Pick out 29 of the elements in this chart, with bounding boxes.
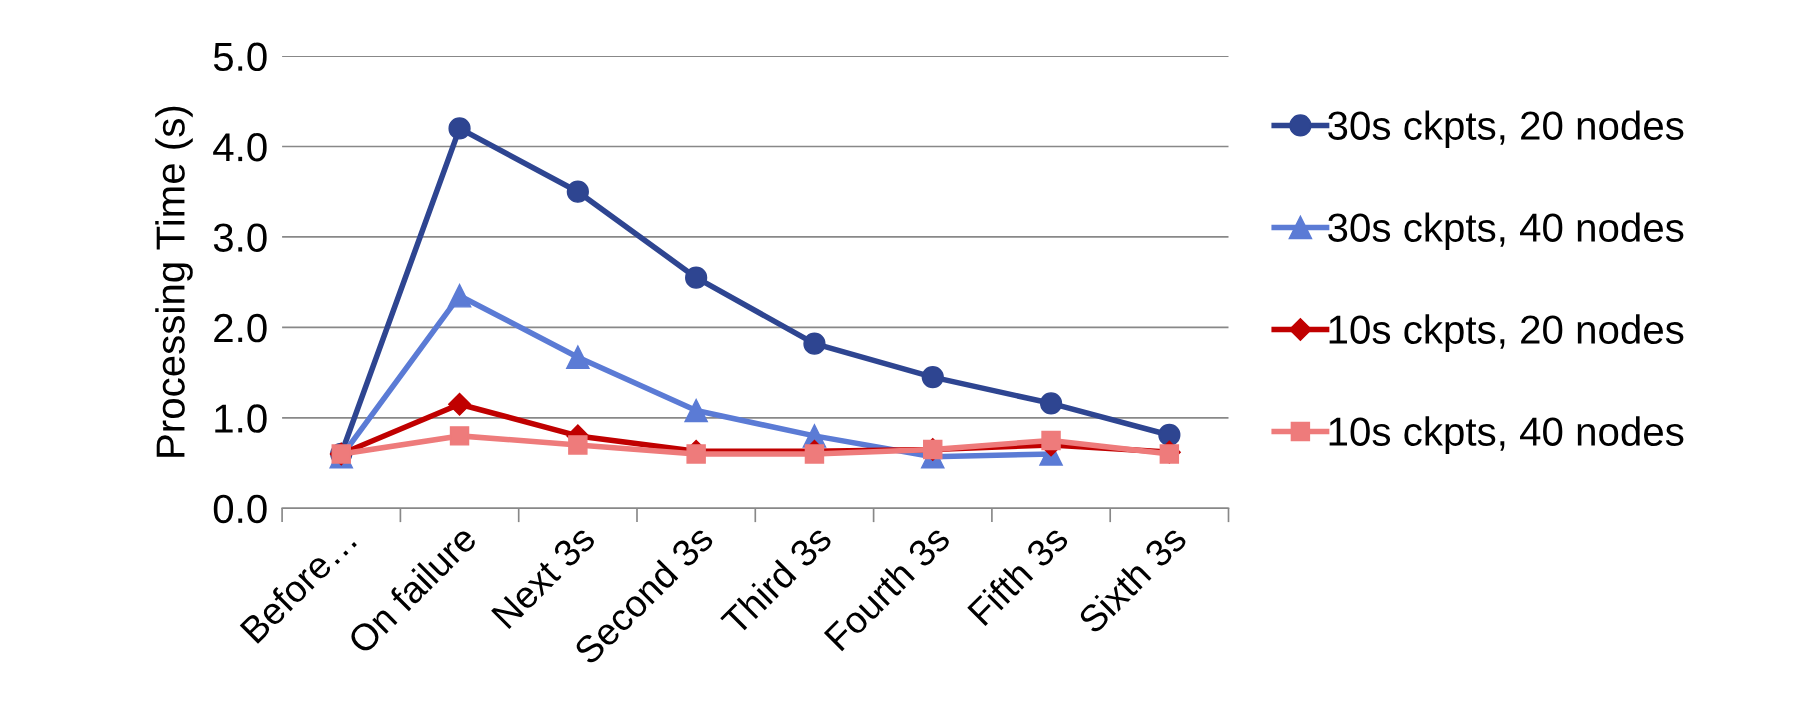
point bbox=[921, 365, 944, 389]
point bbox=[1041, 430, 1061, 451]
point bbox=[685, 266, 708, 289]
point bbox=[804, 444, 825, 464]
point bbox=[566, 180, 589, 203]
point bbox=[568, 435, 588, 455]
point bbox=[566, 345, 590, 370]
legend-label: 30s ckpts, 40 nodes bbox=[1328, 212, 1684, 250]
point bbox=[1158, 423, 1181, 447]
x-tick-label: Fifth 3s bbox=[966, 523, 1070, 627]
point bbox=[686, 444, 706, 464]
legend-label: 10s ckpts, 40 nodes bbox=[1329, 416, 1684, 454]
y-tick-label: 1.0 bbox=[215, 404, 267, 433]
y-tick-label: 4.0 bbox=[213, 132, 267, 162]
point bbox=[1039, 392, 1063, 415]
point bbox=[448, 392, 472, 416]
point bbox=[684, 398, 708, 423]
legend-label: 10s ckpts, 20 nodes bbox=[1329, 314, 1684, 352]
y-tick-label: 0.0 bbox=[213, 494, 267, 524]
y-tick-label: 3.0 bbox=[213, 223, 267, 252]
point bbox=[1159, 444, 1180, 464]
y-axis-title: Processing Time (s) bbox=[155, 106, 193, 457]
point bbox=[448, 117, 471, 140]
point bbox=[447, 283, 472, 308]
y-tick-label: 2.0 bbox=[214, 313, 267, 343]
point bbox=[449, 426, 470, 446]
legend-label: 30s ckpts, 20 nodes bbox=[1328, 110, 1684, 148]
point bbox=[803, 332, 826, 355]
y-tick-label: 5.0 bbox=[213, 42, 267, 72]
